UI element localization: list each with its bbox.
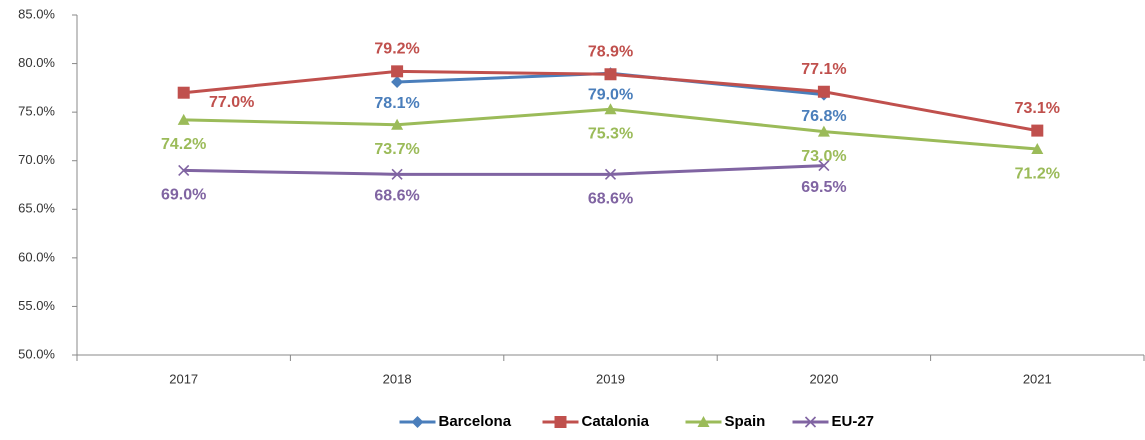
data-label: 73.1% [1015, 100, 1060, 117]
point [391, 76, 404, 89]
data-label: 71.2% [1015, 165, 1060, 182]
point [818, 160, 830, 172]
y-tick-label: 75.0% [18, 104, 55, 119]
data-label: 74.2% [161, 136, 206, 153]
y-tick-label: 55.0% [18, 298, 55, 313]
point [1031, 124, 1044, 137]
legend-label: Barcelona [439, 413, 512, 430]
y-tick-label: 80.0% [18, 55, 55, 70]
legend-label: Spain [725, 413, 766, 430]
point [604, 68, 617, 81]
data-label: 79.0% [588, 87, 633, 104]
legend-marker [411, 416, 424, 428]
legend-marker [697, 416, 710, 427]
x-tick-label: 2017 [169, 371, 198, 386]
point [604, 168, 617, 180]
data-label: 69.0% [161, 187, 206, 204]
data-label: 78.1% [374, 95, 419, 112]
legend-label: Catalonia [582, 413, 650, 430]
y-tick-label: 65.0% [18, 201, 55, 216]
point [391, 118, 404, 130]
data-label: 77.1% [801, 61, 846, 78]
data-label: 73.0% [801, 148, 846, 165]
point [177, 113, 190, 125]
point [817, 125, 830, 137]
point [817, 85, 830, 98]
x-tick-label: 2020 [809, 371, 838, 386]
x-tick-label: 2021 [1023, 371, 1052, 386]
x-tick-label: 2019 [596, 371, 625, 386]
point [391, 65, 404, 78]
y-tick-label: 60.0% [18, 249, 55, 264]
point [604, 103, 617, 115]
data-label: 75.3% [588, 125, 633, 142]
data-label: 73.7% [374, 141, 419, 158]
x-tick-label: 2018 [383, 371, 412, 386]
data-label: 76.8% [801, 108, 846, 125]
data-label: 68.6% [588, 191, 633, 208]
data-label: 77.0% [209, 94, 254, 111]
y-tick-label: 50.0% [18, 346, 55, 361]
data-label: 79.2% [374, 41, 419, 58]
legend-marker [554, 416, 567, 428]
point [1031, 143, 1044, 155]
series-line [183, 164, 824, 176]
data-label: 68.6% [374, 188, 419, 205]
legend-label: EU-27 [832, 413, 875, 430]
point [177, 86, 190, 99]
data-label: 78.9% [588, 43, 633, 60]
point [178, 164, 190, 176]
legend-marker [804, 416, 817, 428]
y-tick-label: 85.0% [18, 6, 55, 21]
y-tick-label: 70.0% [18, 152, 55, 167]
point [391, 168, 403, 180]
data-label: 69.5% [801, 179, 846, 196]
